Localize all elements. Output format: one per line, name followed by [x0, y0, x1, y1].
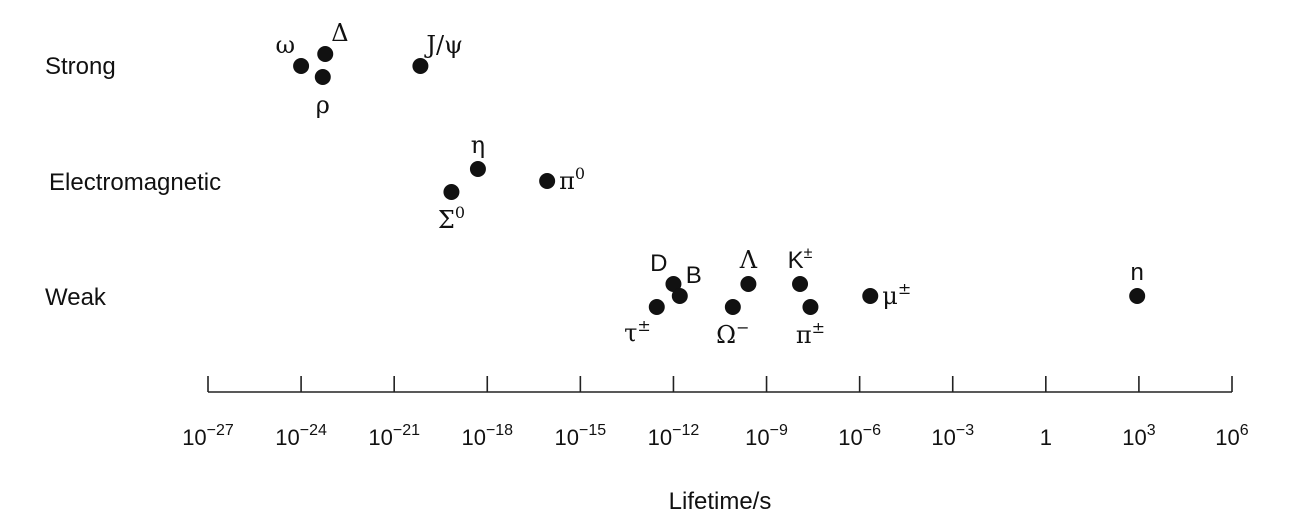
point-label: η: [471, 131, 485, 159]
data-points: ω Δρ J/ψ η Σ0 π0 D Bτ± Λ Ω− K± π± μ± n: [276, 19, 1146, 349]
data-point: [314, 69, 331, 85]
x-axis-ticks: 10−27 10−24 10−21 10−18 10−15 10−12 10−9 10−6 10…: [182, 376, 1249, 450]
data-point: [740, 276, 757, 292]
data-point: [665, 276, 682, 292]
point-label: π0: [559, 164, 585, 195]
data-point: [671, 288, 688, 304]
point-label: B: [686, 262, 702, 289]
category-label-weak: Weak: [45, 284, 107, 311]
x-tick-label: 10−3: [931, 422, 974, 450]
category-labels: Strong Electromagnetic Weak: [45, 53, 221, 311]
point-label: Σ0: [438, 203, 465, 234]
x-tick-label: 10−12: [648, 422, 700, 450]
point-label: Λ: [739, 246, 758, 274]
data-point: [648, 299, 665, 315]
x-tick-label: 103: [1122, 422, 1155, 450]
point-label: J/ψ: [423, 31, 463, 59]
x-tick-label: 10−6: [838, 422, 881, 450]
point-label: n: [1131, 259, 1144, 286]
x-tick-label: 1: [1040, 425, 1052, 450]
data-point: [293, 58, 310, 74]
x-tick-label: 10−15: [555, 422, 607, 450]
data-point: [862, 288, 879, 304]
x-tick-label: 106: [1215, 422, 1248, 450]
point-label: D: [650, 250, 667, 277]
point-label: K±: [788, 245, 813, 274]
x-tick-label: 10−18: [461, 422, 513, 450]
category-label-electromagnetic: Electromagnetic: [49, 169, 221, 196]
data-point: [539, 173, 556, 189]
data-point: [724, 299, 741, 315]
point-label: Δ: [331, 19, 348, 47]
x-tick-label: 10−27: [182, 422, 234, 450]
point-label: Ω−: [716, 318, 749, 349]
point-label: π±: [796, 318, 825, 349]
data-point: [412, 58, 429, 74]
data-point: [792, 276, 809, 292]
data-point: [802, 299, 819, 315]
x-tick-label: 10−24: [275, 422, 327, 450]
point-label: ω: [276, 31, 296, 59]
point-label: ρ: [316, 91, 330, 119]
point-label: μ±: [882, 279, 911, 310]
x-tick-label: 10−9: [745, 422, 788, 450]
data-point: [443, 184, 460, 200]
x-tick-label: 10−21: [368, 422, 420, 450]
point-label: τ±: [624, 316, 651, 347]
data-point: [469, 161, 486, 177]
data-point: [317, 46, 334, 62]
x-axis-title: Lifetime/s: [669, 488, 772, 515]
data-point: [1129, 288, 1146, 304]
category-label-strong: Strong: [45, 53, 116, 80]
